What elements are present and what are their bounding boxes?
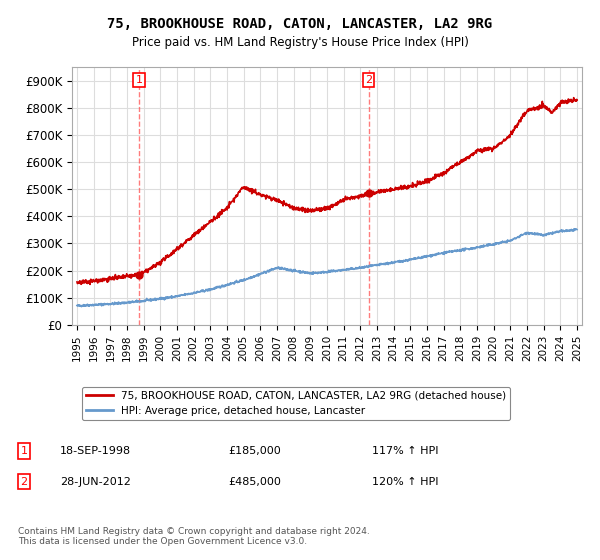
Text: 1: 1 (136, 75, 143, 85)
Text: 1: 1 (20, 446, 28, 456)
Text: 75, BROOKHOUSE ROAD, CATON, LANCASTER, LA2 9RG: 75, BROOKHOUSE ROAD, CATON, LANCASTER, L… (107, 17, 493, 31)
Text: Price paid vs. HM Land Registry's House Price Index (HPI): Price paid vs. HM Land Registry's House … (131, 36, 469, 49)
Text: 117% ↑ HPI: 117% ↑ HPI (372, 446, 439, 456)
Text: 18-SEP-1998: 18-SEP-1998 (60, 446, 131, 456)
Text: £485,000: £485,000 (228, 477, 281, 487)
Text: £185,000: £185,000 (228, 446, 281, 456)
Legend: 75, BROOKHOUSE ROAD, CATON, LANCASTER, LA2 9RG (detached house), HPI: Average pr: 75, BROOKHOUSE ROAD, CATON, LANCASTER, L… (82, 387, 510, 420)
Text: 2: 2 (365, 75, 372, 85)
Text: 28-JUN-2012: 28-JUN-2012 (60, 477, 131, 487)
Text: 120% ↑ HPI: 120% ↑ HPI (372, 477, 439, 487)
Text: 2: 2 (20, 477, 28, 487)
Text: Contains HM Land Registry data © Crown copyright and database right 2024.
This d: Contains HM Land Registry data © Crown c… (18, 526, 370, 546)
